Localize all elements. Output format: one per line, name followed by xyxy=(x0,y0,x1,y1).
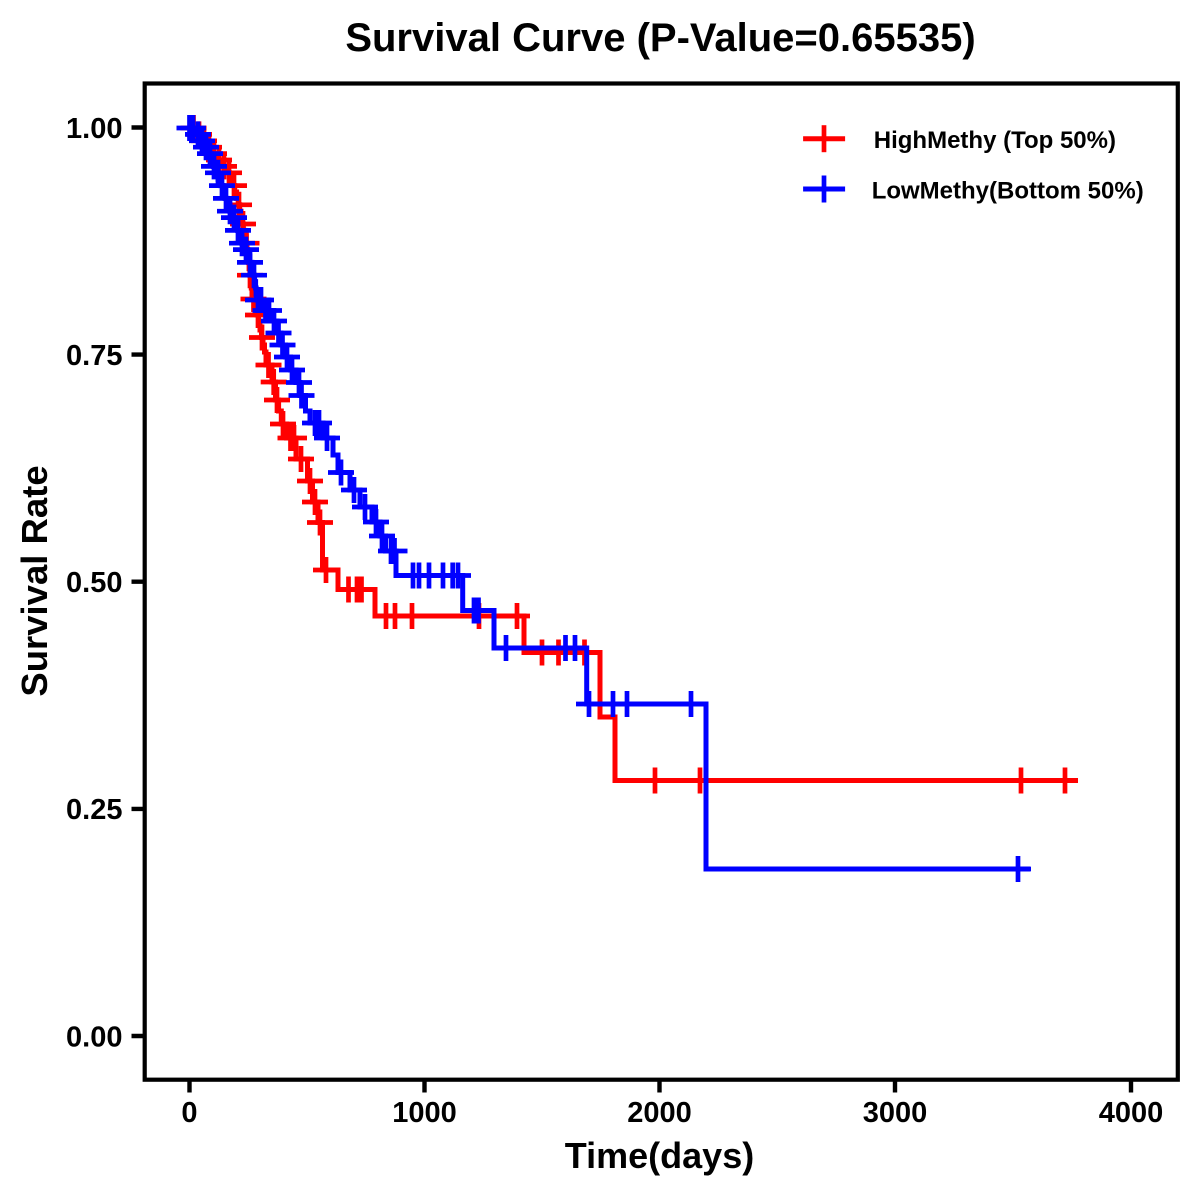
svg-text:Survival Curve (P-Value=0.6553: Survival Curve (P-Value=0.65535) xyxy=(345,16,975,60)
svg-text:0.75: 0.75 xyxy=(66,340,122,372)
svg-text:4000: 4000 xyxy=(1099,1097,1164,1129)
svg-text:0.25: 0.25 xyxy=(66,794,122,826)
svg-text:3000: 3000 xyxy=(863,1097,928,1129)
svg-text:1000: 1000 xyxy=(392,1097,457,1129)
svg-text:HighMethy (Top 50%): HighMethy (Top 50%) xyxy=(874,127,1116,154)
svg-text:1.00: 1.00 xyxy=(66,113,122,145)
svg-text:LowMethy(Bottom 50%): LowMethy(Bottom 50%) xyxy=(872,177,1144,204)
svg-text:0.00: 0.00 xyxy=(66,1021,122,1053)
svg-text:Time(days): Time(days) xyxy=(565,1135,754,1176)
svg-text:0.50: 0.50 xyxy=(66,567,122,599)
svg-text:Survival Rate: Survival Rate xyxy=(14,465,55,696)
svg-text:2000: 2000 xyxy=(627,1097,692,1129)
svg-text:0: 0 xyxy=(181,1097,197,1129)
